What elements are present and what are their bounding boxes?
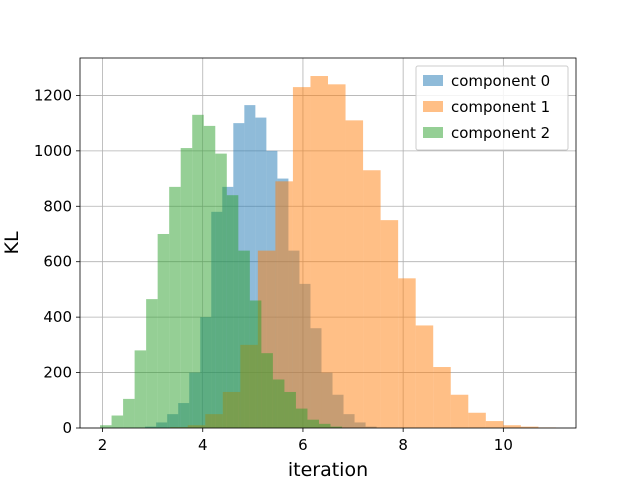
histogram-bars <box>100 76 556 429</box>
histogram-bar <box>328 84 346 428</box>
legend-label: component 2 <box>451 124 550 142</box>
x-tick-label: 4 <box>198 436 208 454</box>
histogram-bar <box>111 415 124 428</box>
histogram-bar <box>261 353 273 428</box>
histogram-bar <box>295 408 308 428</box>
y-tick-label: 1000 <box>34 142 72 160</box>
histogram-bar <box>272 379 285 428</box>
histogram-bar <box>330 426 343 428</box>
legend-swatch <box>423 101 443 112</box>
series-2 <box>100 114 343 429</box>
histogram-bar <box>100 425 112 428</box>
histogram-bar <box>433 367 451 428</box>
histogram-bar <box>503 425 521 428</box>
histogram-bar <box>415 325 434 428</box>
histogram-bar <box>180 148 193 429</box>
histogram-bar <box>249 300 262 428</box>
y-tick-label: 200 <box>43 364 72 382</box>
histogram-bar <box>310 76 328 428</box>
histogram-bar <box>318 423 331 428</box>
y-axis-label: KL <box>1 231 23 254</box>
histogram-bar <box>468 412 486 428</box>
histogram-bar <box>203 125 216 428</box>
x-tick-label: 8 <box>398 436 408 454</box>
y-tick-label: 400 <box>43 308 72 326</box>
histogram-bar <box>284 391 296 428</box>
histogram-bar <box>345 120 364 428</box>
histogram-bar <box>363 170 381 428</box>
legend-label: component 0 <box>451 72 550 90</box>
histogram-bar <box>192 114 204 429</box>
histogram-bar <box>123 398 135 428</box>
histogram-bar <box>146 299 158 428</box>
legend-swatch <box>423 127 443 138</box>
x-tick-label: 10 <box>494 436 513 454</box>
x-tick-label: 6 <box>298 436 308 454</box>
legend-swatch <box>423 75 443 86</box>
y-tick-label: 0 <box>62 419 72 437</box>
legend: component 0 component 1 component 2 <box>415 65 569 151</box>
histogram-bar <box>450 394 469 428</box>
histogram-bar <box>307 419 319 428</box>
x-axis: 2 4 6 8 10 <box>98 428 513 454</box>
histogram-bar <box>157 233 170 428</box>
x-axis-label: iteration <box>288 459 368 480</box>
histogram-bar <box>292 87 311 428</box>
x-tick-label: 2 <box>98 436 108 454</box>
y-axis: 0 200 400 600 800 1000 1200 <box>34 86 80 437</box>
histogram-bar <box>398 278 416 428</box>
histogram-bar <box>226 195 239 428</box>
histogram-bar <box>215 153 227 428</box>
histogram-bar <box>275 181 293 428</box>
histogram-bar <box>380 220 399 428</box>
legend-box <box>415 65 569 151</box>
histogram-bar <box>520 426 539 428</box>
y-tick-label: 1200 <box>34 86 72 104</box>
plot-frame <box>79 57 577 429</box>
histogram-bar <box>134 350 147 428</box>
legend-label: component 1 <box>451 98 550 116</box>
histogram-bar <box>169 186 181 428</box>
histogram-bar <box>238 250 250 428</box>
y-tick-label: 600 <box>43 253 72 271</box>
y-tick-label: 800 <box>43 197 72 215</box>
histogram-bar <box>485 421 504 428</box>
